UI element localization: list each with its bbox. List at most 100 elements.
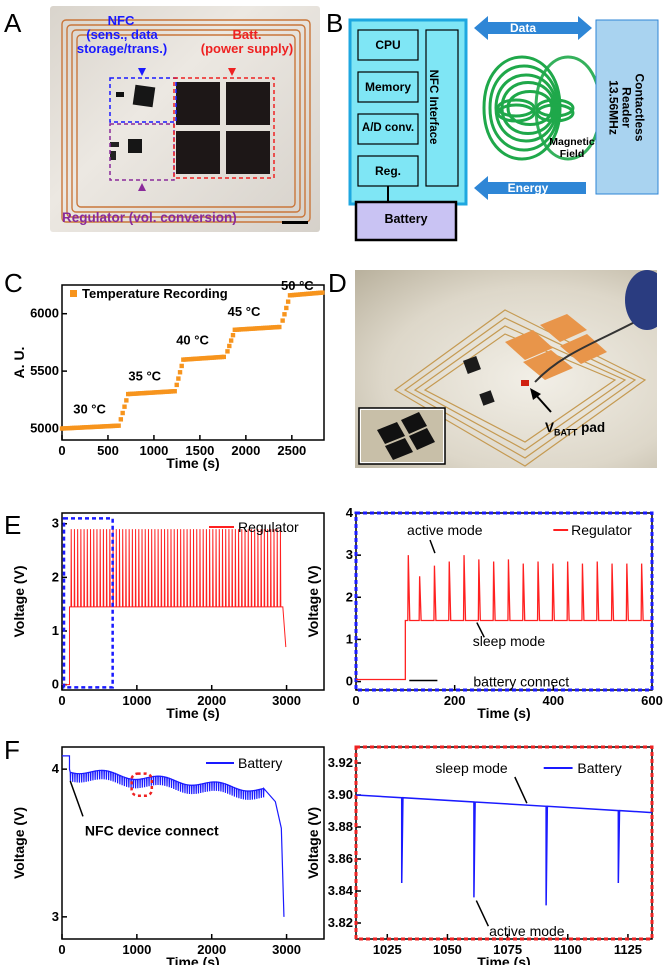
batt-label-sub: (power supply) [200,41,294,56]
batt-label-title: Batt. [232,27,262,42]
x-axis-label: Time (s) [166,705,219,721]
battery-cell [226,131,270,174]
reader-box [595,19,659,195]
annotation-arrow [429,539,436,554]
data-point [277,324,282,330]
y-tick-label: 2 [52,569,59,584]
device-photo-drawing [61,19,311,224]
temperature-annotation: 40 °C [176,333,209,348]
annotation-arrow [69,780,84,817]
regulator-arrow-icon [138,183,146,191]
y-axis-label: Voltage (V) [11,807,27,879]
data-point [282,312,287,317]
battery-cell [540,314,587,342]
y-tick-label: 0 [52,677,59,692]
y-tick-label: 3.90 [328,787,353,802]
y-axis-label: Voltage (V) [305,807,321,879]
batt-arrow-icon [228,68,236,76]
x-tick-label: 1000 [122,942,151,957]
x-tick-label: 2500 [277,443,306,458]
panel-letter-e: E [4,510,22,540]
vbatt-pad: pad [577,420,606,435]
data-point [116,423,121,428]
battery-series [62,755,285,917]
nfc-sub1: (sens., data [86,27,158,42]
data-point [221,354,226,360]
data-point [124,398,129,403]
chart-F-right: 1025 1050 1075 1100 1125 3.82 3.84 3.86 3.88 3.90… [305,745,654,965]
battery-region-box [173,77,275,179]
regulator-chip [479,390,495,406]
chart-F-left: 0 1000 2000 3000 3 4 Time (s) Voltage (V) Batter… [11,746,325,965]
x-tick-label: 0 [58,693,65,708]
y-tick-label: 1 [346,631,353,646]
x-tick-label: 3000 [272,693,301,708]
cpu-box [357,29,419,61]
energy-arrow-label: Energy [507,181,549,195]
reg-label: Reg. [374,164,401,178]
nfc-chip [463,356,481,374]
x-tick-label: 1100 [554,942,582,957]
plot-frame [355,512,653,691]
temperature-annotation: 30 °C [73,402,106,417]
data-point [177,370,183,375]
data-point [174,382,179,388]
annotation-active-mode: active mode [489,923,565,939]
y-tick-label: 4 [346,505,354,520]
y-tick-label: 3 [52,909,59,924]
magnetic-label-2: Field [559,148,585,160]
battery-series [355,794,653,906]
plot-frame [61,512,325,691]
x-tick-label: 2000 [231,443,260,458]
magnetic-field-label: Magnetic Field [542,136,602,160]
memory-label: Memory [364,80,411,94]
x-tick-label: 400 [542,693,564,708]
regulator-series [62,529,287,686]
nfc-chip [132,84,156,108]
y-axis-label: A. U. [11,347,27,379]
x-tick-label: 0 [352,693,359,708]
y-tick-label: 3.86 [328,851,353,866]
x-tick-label: 0 [58,942,65,957]
battery-cell [176,131,220,174]
x-tick-label: 1025 [373,942,402,957]
legend-label: Battery [577,760,621,776]
data-point [118,417,124,422]
x-tick-label: 1000 [139,443,168,458]
battery-label: Battery [384,212,428,226]
magnetic-coils [482,55,602,161]
battery-cell [226,82,270,125]
scale-bar [282,221,308,224]
temperature-annotation: 35 °C [128,368,161,383]
chart-E-right: 0 200 400 600 0 1 2 3 4 Time (s) Voltage (V) Regula… [305,505,663,721]
adconv-box [357,113,419,145]
zoom-frame [354,745,654,941]
data-point [122,404,127,409]
device-photo-angled-drawing [358,270,657,467]
x-tick-label: 1500 [185,443,214,458]
battery-cell [523,350,573,380]
regulator-chip [128,139,142,153]
y-tick-label: 0 [346,674,353,689]
chart-C: 0 500 1000 1500 2000 2500 5000 5500 6000 Time (s)… [11,278,325,471]
data-point [176,376,181,381]
vbatt-arrow-icon [530,388,541,400]
plot-frame [61,284,325,441]
battery-box [354,200,458,242]
x-tick-label: 1075 [493,942,522,957]
panel-letter-d: D [328,268,347,298]
x-axis-label: Time (s) [477,705,530,721]
x-axis-label: Time (s) [166,954,219,965]
x-tick-label: 3000 [272,942,301,957]
nfc-label: NFC [86,14,156,28]
x-axis-label: Time (s) [166,455,219,471]
temperature-annotation: 45 °C [228,304,261,319]
annotation-battery-connect: battery connect [473,674,569,690]
x-tick-label: 200 [444,693,466,708]
annotation-arrow [476,622,485,638]
chart-E-left: 0 1000 2000 3000 0 1 2 3 Time (s) Voltage (V) Regu… [11,512,325,721]
y-tick-label: 3 [52,516,59,531]
y-tick-label: 3.84 [328,883,354,898]
annotation-sleep-mode: sleep mode [435,760,508,776]
data-point [230,332,236,338]
